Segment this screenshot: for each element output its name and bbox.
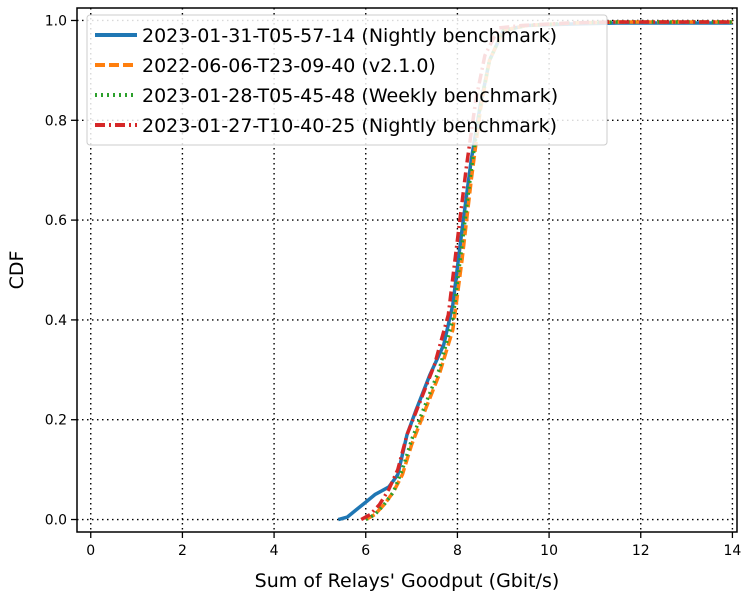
x-tick-label-0: 0 bbox=[86, 543, 95, 559]
x-tick-label-4: 8 bbox=[453, 543, 462, 559]
legend-label-3: 2023-01-27-T10-40-25 (Nightly benchmark) bbox=[142, 115, 557, 137]
legend-label-2: 2023-01-28-T05-45-48 (Weekly benchmark) bbox=[142, 85, 558, 107]
y-axis-ticks: 0.0 0.2 0.4 0.6 0.8 1.0 bbox=[45, 13, 77, 529]
x-tick-label-1: 2 bbox=[178, 543, 187, 559]
x-axis-ticks: 0 2 4 6 8 10 12 14 bbox=[86, 532, 741, 559]
y-axis-label: CDF bbox=[6, 251, 28, 290]
legend-box bbox=[86, 14, 608, 146]
x-tick-label-7: 14 bbox=[724, 543, 742, 559]
x-tick-label-2: 4 bbox=[270, 543, 279, 559]
y-tick-label-2: 0.4 bbox=[45, 313, 67, 329]
y-tick-label-0: 0.0 bbox=[45, 513, 67, 529]
y-tick-label-4: 0.8 bbox=[45, 113, 67, 129]
y-tick-label-3: 0.6 bbox=[45, 213, 67, 229]
y-tick-label-1: 0.2 bbox=[45, 413, 67, 429]
x-tick-label-5: 10 bbox=[540, 543, 558, 559]
x-axis-label: Sum of Relays' Goodput (Gbit/s) bbox=[255, 570, 560, 592]
plot-frame bbox=[76, 7, 738, 533]
series-line-2 bbox=[364, 20, 733, 522]
x-tick-label-6: 12 bbox=[632, 543, 650, 559]
x-tick-label-3: 6 bbox=[361, 543, 370, 559]
legend-label-0: 2023-01-31-T05-57-14 (Nightly benchmark) bbox=[142, 25, 557, 47]
legend-label-1: 2022-06-06-T23-09-40 (v2.1.0) bbox=[142, 55, 436, 77]
legend: 2023-01-31-T05-57-14 (Nightly benchmark)… bbox=[86, 14, 608, 146]
y-tick-label-5: 1.0 bbox=[45, 13, 67, 29]
